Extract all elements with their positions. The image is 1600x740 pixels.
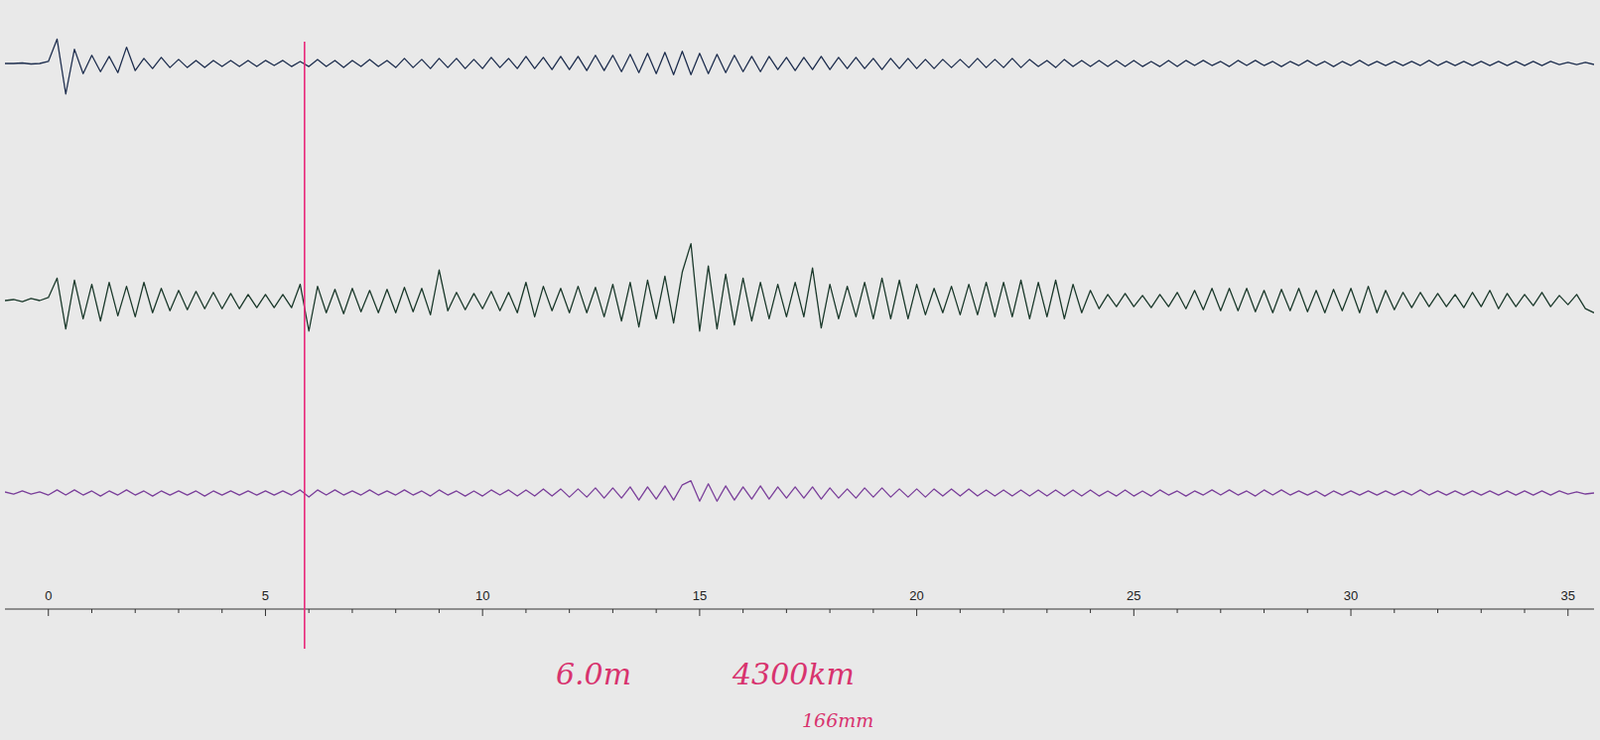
- major-tick: [1350, 609, 1352, 617]
- trace-group: [4, 244, 1595, 332]
- minor-tick: [786, 609, 788, 614]
- minor-tick: [1437, 609, 1439, 614]
- minor-tick: [1003, 609, 1005, 614]
- minor-tick: [1089, 609, 1091, 614]
- major-tick: [47, 609, 49, 617]
- minor-tick: [134, 609, 136, 614]
- major-tick: [1133, 609, 1135, 617]
- minor-tick: [395, 609, 397, 614]
- minor-tick: [1263, 609, 1265, 614]
- minor-tick: [1307, 609, 1309, 614]
- minor-tick: [1219, 609, 1221, 614]
- x-tick-label: 30: [1343, 588, 1358, 604]
- marker-line: [303, 41, 306, 650]
- annotation: 6.0m: [555, 657, 632, 692]
- seismogram: 0 5 10 15 20 25 30 35 6.0m 4300km 166mm: [0, 0, 1600, 740]
- seismic-trace: [4, 38, 1595, 94]
- major-tick: [698, 609, 700, 617]
- x-tick-label: 35: [1561, 588, 1576, 604]
- major-tick: [265, 609, 267, 617]
- x-axis-line: [4, 609, 1595, 611]
- minor-tick: [525, 609, 527, 614]
- x-tick-label: 25: [1126, 588, 1141, 604]
- seismic-trace: [4, 481, 1595, 503]
- minor-tick: [91, 609, 93, 614]
- minor-tick: [959, 609, 961, 614]
- seismic-trace: [4, 244, 1595, 332]
- minor-tick: [656, 609, 658, 614]
- minor-tick: [829, 609, 831, 614]
- minor-tick: [221, 609, 223, 614]
- minor-tick: [1480, 609, 1482, 614]
- minor-tick: [612, 609, 614, 614]
- minor-tick: [742, 609, 744, 614]
- minor-tick: [308, 609, 310, 614]
- minor-tick: [438, 609, 440, 614]
- minor-tick: [1046, 609, 1048, 614]
- x-tick-label: 0: [44, 588, 52, 604]
- x-tick-label: 5: [262, 588, 269, 604]
- trace-group: [4, 38, 1595, 94]
- minor-tick: [568, 609, 570, 614]
- annotation: 166mm: [801, 709, 874, 732]
- major-tick: [916, 609, 918, 617]
- major-tick: [1567, 609, 1569, 617]
- minor-tick: [1177, 609, 1179, 614]
- major-tick: [482, 609, 484, 617]
- minor-tick: [1393, 609, 1395, 614]
- minor-tick: [177, 609, 179, 614]
- minor-tick: [1524, 609, 1526, 614]
- x-tick-label: 15: [692, 588, 707, 604]
- x-tick-label: 10: [475, 588, 490, 604]
- minor-tick: [872, 609, 874, 614]
- x-tick-label: 20: [909, 588, 924, 604]
- trace-group: [4, 481, 1595, 503]
- annotation: 4300km: [731, 657, 855, 692]
- minor-tick: [351, 609, 353, 614]
